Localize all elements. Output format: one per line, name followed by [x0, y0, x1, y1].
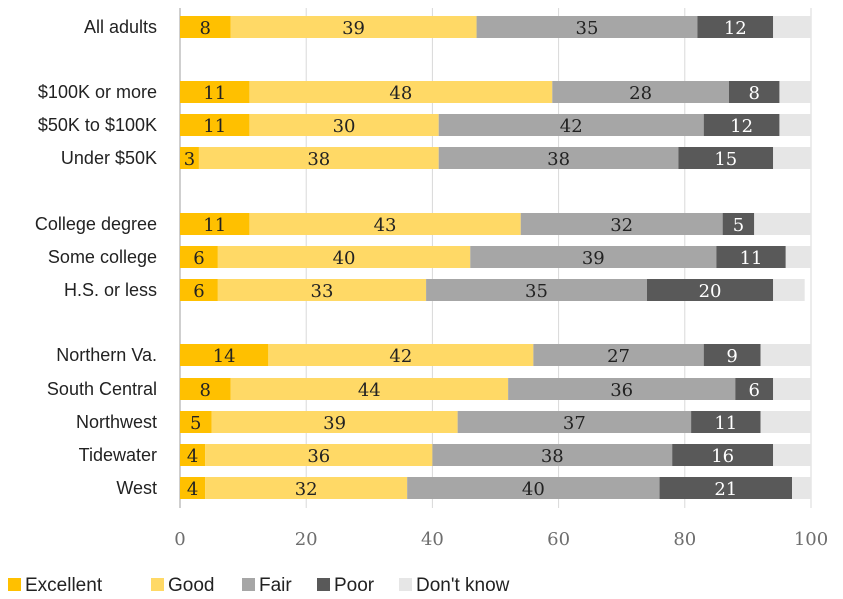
category-label: Tidewater [79, 445, 157, 465]
value-label: 37 [563, 413, 586, 434]
value-label: 4 [187, 446, 198, 467]
bar-segment [773, 279, 805, 301]
value-label: 12 [730, 116, 753, 137]
legend-swatch [317, 578, 330, 591]
x-tick-label: 80 [673, 529, 696, 550]
x-tick-label: 60 [547, 529, 570, 550]
category-label: Northern Va. [56, 345, 157, 365]
category-labels: All adults $100K or more $50K to $100K Unde… [35, 17, 157, 498]
value-label: 4 [187, 479, 198, 500]
x-tick-label: 100 [794, 529, 828, 550]
value-label: 43 [374, 215, 397, 236]
category-label: Some college [48, 247, 157, 267]
value-label: 11 [203, 83, 226, 104]
category-label: $50K to $100K [38, 115, 157, 135]
value-label: 42 [389, 346, 412, 367]
value-label: 8 [200, 18, 211, 39]
value-label: 48 [389, 83, 412, 104]
bar-segment [761, 344, 811, 366]
value-label: 11 [714, 413, 737, 434]
category-label: Under $50K [61, 148, 157, 168]
x-axis-tick-labels: 0 20 40 60 80 100 [174, 529, 828, 550]
bar-segment [792, 477, 811, 499]
x-tick-label: 0 [174, 529, 185, 550]
bar-segment [773, 444, 811, 466]
value-label: 39 [582, 248, 605, 269]
value-label: 28 [629, 83, 652, 104]
bar-segment [754, 213, 811, 235]
legend-swatch [8, 578, 21, 591]
legend-label: Poor [334, 575, 375, 596]
bar-segment [761, 411, 811, 433]
legend: Excellent Good Fair Poor Don't know [8, 575, 510, 596]
bar-segment [786, 246, 811, 268]
value-label: 32 [610, 215, 633, 236]
bar-segment [779, 81, 811, 103]
bar-segment [779, 114, 811, 136]
legend-swatch [399, 578, 412, 591]
category-label: $100K or more [38, 82, 157, 102]
value-label: 27 [607, 346, 630, 367]
value-label: 11 [740, 248, 763, 269]
value-label: 16 [711, 446, 734, 467]
legend-label: Good [168, 575, 214, 596]
legend-swatch [242, 578, 255, 591]
category-label: Northwest [76, 412, 157, 432]
value-label: 30 [333, 116, 356, 137]
value-label: 38 [307, 149, 330, 170]
category-label: South Central [47, 379, 157, 399]
x-tick-label: 20 [295, 529, 318, 550]
value-label: 39 [342, 18, 365, 39]
value-label: 36 [610, 380, 633, 401]
category-label: College degree [35, 214, 157, 234]
category-label: H.S. or less [64, 280, 157, 300]
value-label: 12 [724, 18, 747, 39]
value-label: 36 [307, 446, 330, 467]
value-label: 21 [714, 479, 737, 500]
category-label: All adults [84, 17, 157, 37]
bar-segment [773, 16, 811, 38]
value-label: 20 [699, 281, 722, 302]
legend-label: Don't know [416, 575, 510, 596]
legend-label: Fair [259, 575, 292, 596]
value-label: 6 [748, 380, 759, 401]
value-label: 11 [203, 215, 226, 236]
value-label: 3 [184, 149, 195, 170]
value-label: 40 [522, 479, 545, 500]
value-label: 38 [541, 446, 564, 467]
value-label: 35 [576, 18, 599, 39]
value-label: 40 [333, 248, 356, 269]
value-label: 6 [193, 248, 204, 269]
value-label: 32 [295, 479, 318, 500]
value-label: 8 [748, 83, 759, 104]
value-label: 42 [560, 116, 583, 137]
category-label: West [116, 478, 157, 498]
value-label: 8 [200, 380, 211, 401]
value-label: 35 [525, 281, 548, 302]
value-label: 5 [190, 413, 201, 434]
bar-segment [773, 147, 811, 169]
value-label: 15 [714, 149, 737, 170]
legend-swatch [151, 578, 164, 591]
value-label: 44 [358, 380, 381, 401]
value-label: 9 [726, 346, 737, 367]
value-label: 14 [213, 346, 236, 367]
value-label: 11 [203, 116, 226, 137]
legend-label: Excellent [25, 575, 103, 596]
x-tick-label: 40 [421, 529, 444, 550]
value-label: 33 [311, 281, 334, 302]
value-label: 6 [193, 281, 204, 302]
value-label: 39 [323, 413, 346, 434]
value-label: 38 [547, 149, 570, 170]
value-label: 5 [733, 215, 744, 236]
bar-segment [773, 378, 811, 400]
